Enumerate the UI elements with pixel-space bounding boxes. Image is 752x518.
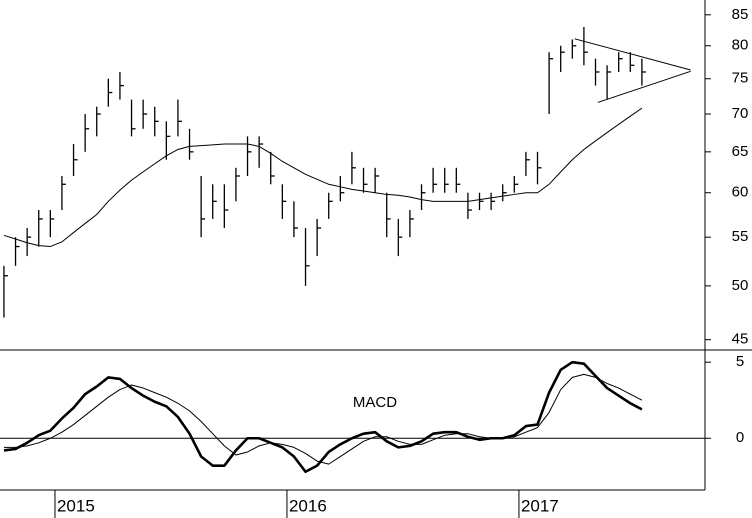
y-tick-label: 55 [732,228,749,245]
trendline [574,38,691,71]
y-tick-label: 0 [736,429,744,446]
y-tick-label: 45 [732,331,749,348]
y-tick-label: 80 [732,37,749,54]
y-tick-label: 85 [732,6,749,23]
y-tick-label: 70 [732,105,749,122]
macd-line [3,373,643,465]
trendline [597,70,691,103]
y-tick-label: 50 [732,277,749,294]
x-tick-label: 2015 [57,496,95,515]
y-tick-label: 65 [732,143,749,160]
y-tick-label: 5 [736,353,744,370]
x-tick-label: 2017 [521,496,559,515]
macd-line [3,360,643,474]
moving-average [3,107,643,248]
x-tick-label: 2016 [289,496,327,515]
y-tick-label: 60 [732,184,749,201]
macd-label: MACD [353,394,397,411]
y-tick-label: 75 [732,70,749,87]
